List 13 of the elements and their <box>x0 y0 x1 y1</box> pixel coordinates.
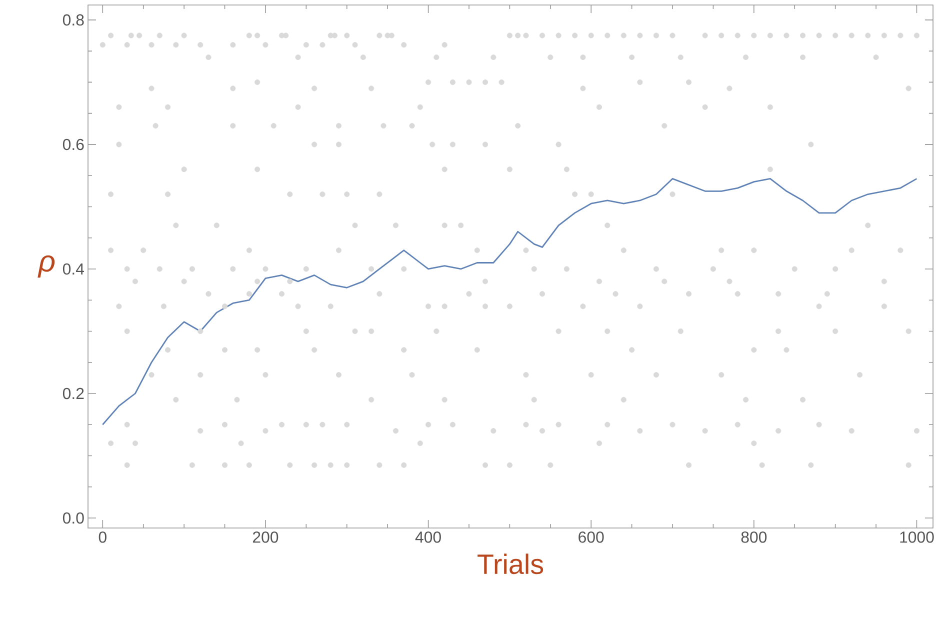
y-tick-label: 0.6 <box>62 138 84 150</box>
x-axis-title: Trials <box>478 554 544 574</box>
y-tick-label: 0.8 <box>62 14 84 26</box>
y-axis-title: ρ <box>38 255 55 278</box>
x-tick-label: 400 <box>415 532 441 543</box>
x-tick-label: 200 <box>252 532 278 543</box>
x-tick-label: 0 <box>98 532 106 543</box>
y-tick-label: 0.4 <box>62 263 84 275</box>
x-tick-label: 800 <box>741 532 767 543</box>
y-tick-label: 0.0 <box>62 512 84 524</box>
y-tick-label: 0.2 <box>62 388 84 400</box>
x-tick-label: 1000 <box>900 532 934 543</box>
x-tick-label: 600 <box>578 532 604 543</box>
